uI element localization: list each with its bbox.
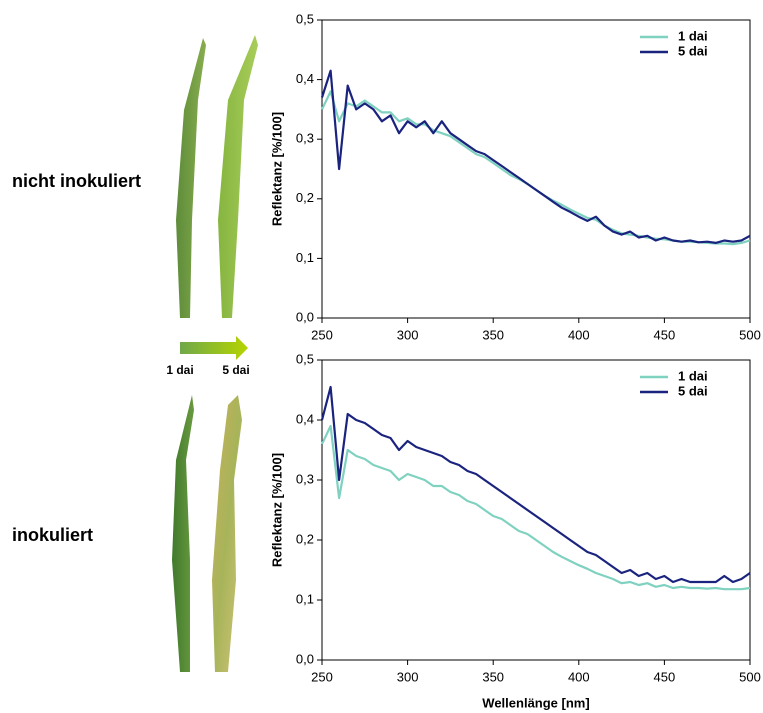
x-tick-label: 300: [397, 669, 419, 684]
x-tick-label: 450: [654, 327, 676, 342]
plot-frame: [321, 19, 751, 319]
data-line: [320, 385, 751, 584]
leaf-image: [212, 395, 242, 672]
arrow-label: 1 dai: [166, 363, 193, 377]
y-tick-label: 0,3: [296, 131, 314, 146]
y-axis-title: Reflektanz [%/100]: [269, 453, 284, 567]
y-tick-label: 0,1: [296, 250, 314, 265]
x-tick-label: 500: [739, 327, 761, 342]
legend-label: 1 dai: [678, 28, 708, 43]
x-tick-label: 500: [739, 669, 761, 684]
y-tick-label: 0,3: [296, 471, 314, 486]
y-axis-title: Reflektanz [%/100]: [269, 112, 284, 226]
arrow: [180, 336, 248, 360]
plot-frame: [321, 359, 751, 661]
x-tick-label: 350: [482, 669, 504, 684]
data-line: [321, 90, 751, 246]
y-tick-label: 0,5: [296, 351, 314, 366]
x-tick-label: 450: [654, 669, 676, 684]
y-tick-label: 0,2: [296, 531, 314, 546]
x-tick-label: 400: [568, 327, 590, 342]
x-tick-label: 300: [397, 327, 419, 342]
legend-label: 1 dai: [678, 368, 708, 383]
legend-label: 5 dai: [678, 43, 708, 58]
y-tick-label: 0,1: [296, 591, 314, 606]
data-line: [321, 424, 751, 591]
x-tick-label: 350: [482, 327, 504, 342]
x-tick-label: 250: [311, 327, 333, 342]
leaf-image: [172, 395, 194, 672]
leaf-image: [218, 35, 258, 318]
x-tick-label: 250: [311, 669, 333, 684]
y-tick-label: 0,0: [296, 651, 314, 666]
leaf-image: [176, 38, 206, 318]
row-label: inokuliert: [12, 525, 93, 545]
arrow-label: 5 dai: [222, 363, 249, 377]
y-tick-label: 0,2: [296, 190, 314, 205]
x-axis-title: Wellenlänge [nm]: [482, 695, 589, 710]
x-tick-label: 400: [568, 669, 590, 684]
y-tick-label: 0,4: [296, 71, 314, 86]
y-tick-label: 0,5: [296, 11, 314, 26]
row-label: nicht inokuliert: [12, 171, 141, 191]
y-tick-label: 0,0: [296, 309, 314, 324]
data-line: [320, 69, 751, 244]
y-tick-label: 0,4: [296, 411, 314, 426]
legend-label: 5 dai: [678, 383, 708, 398]
